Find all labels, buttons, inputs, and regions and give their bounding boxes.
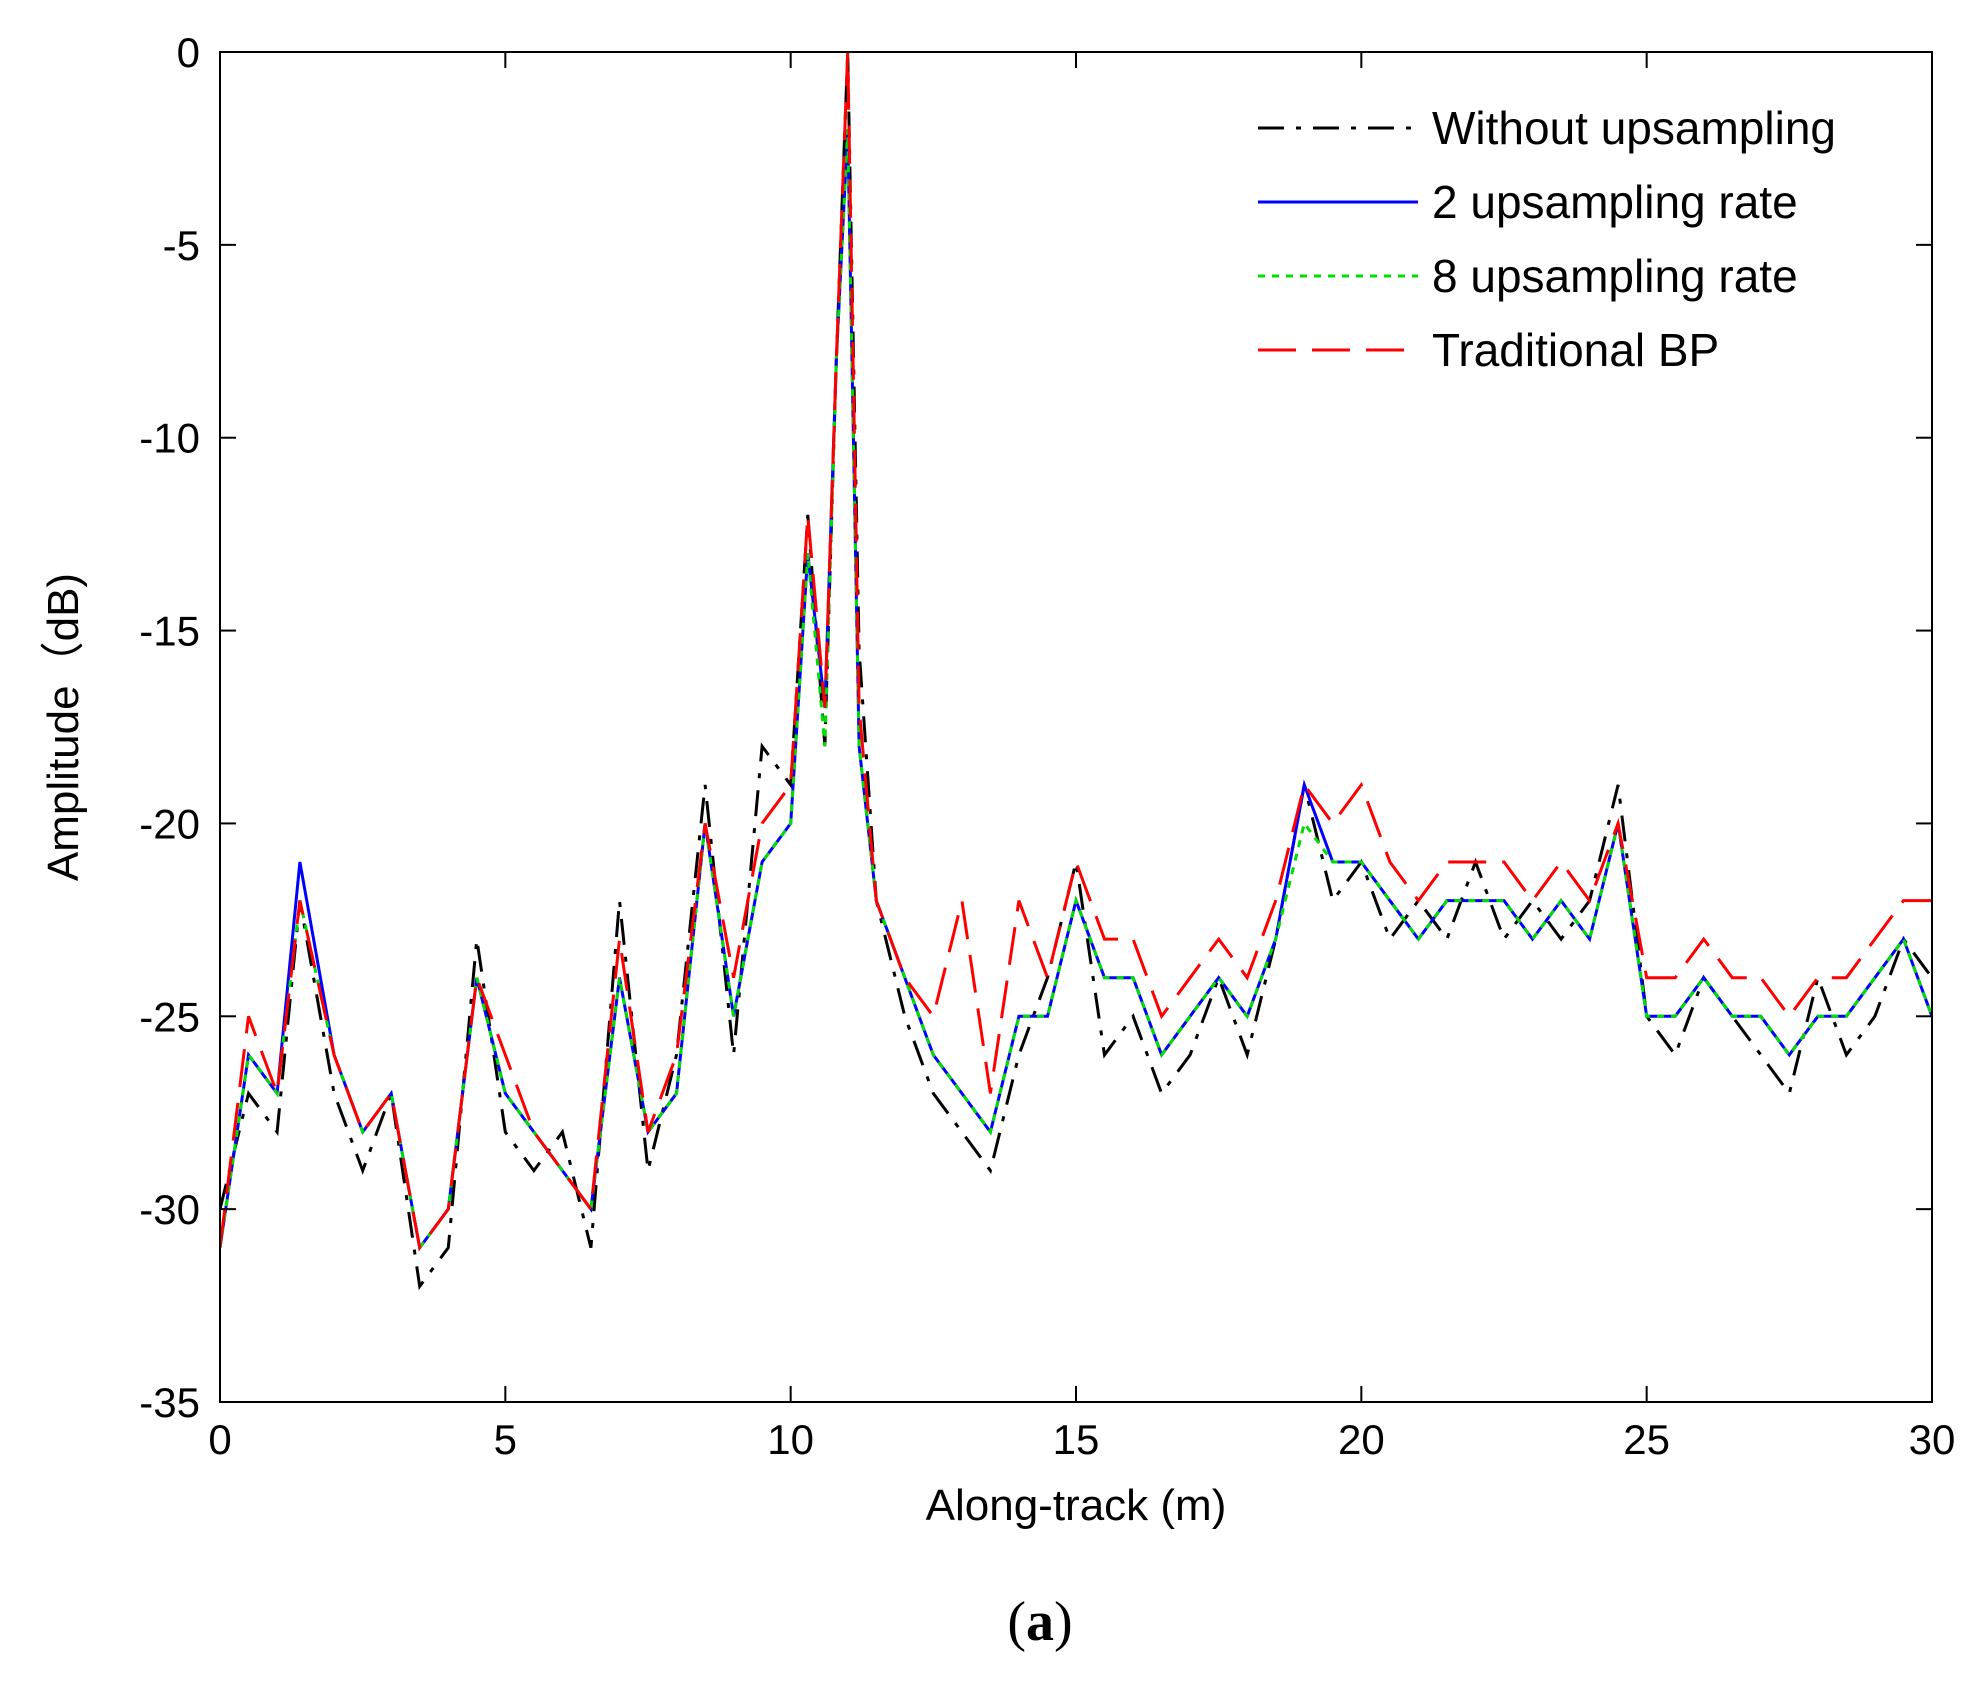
- legend: Without upsampling 2 upsampling rate 8 ups…: [1258, 102, 1836, 376]
- x-tick-label: 5: [494, 1416, 517, 1463]
- y-tick-label: -15: [139, 608, 200, 655]
- caption-open: (: [1007, 1591, 1026, 1653]
- ticks-layer: 0 5 10 15 20 25 30 0 -5 -10 -15 -20 -25 -30 -35: [139, 29, 1955, 1463]
- series-line-1: [220, 52, 1932, 1291]
- caption-close: ): [1054, 1591, 1073, 1653]
- x-tick-label: 20: [1338, 1416, 1385, 1463]
- x-tick-label: 25: [1623, 1416, 1670, 1463]
- y-tick-label: -10: [139, 415, 200, 462]
- series-line-3: [220, 129, 1932, 1252]
- x-axis-label: Along-track (m): [926, 1481, 1227, 1530]
- y-tick-label: 0: [177, 29, 200, 76]
- x-tick-label: 0: [208, 1416, 231, 1463]
- legend-label-3: 8 upsampling rate: [1432, 250, 1798, 302]
- x-tick-label: 30: [1909, 1416, 1956, 1463]
- series-line-4: [220, 52, 1932, 1252]
- data-layer: [220, 52, 1932, 1291]
- x-tick-label: 15: [1053, 1416, 1100, 1463]
- y-tick-label: -30: [139, 1186, 200, 1233]
- y-tick-label: -25: [139, 993, 200, 1040]
- legend-label-4: Traditional BP: [1432, 324, 1719, 376]
- y-tick-label: -35: [139, 1379, 200, 1426]
- x-tick-label: 10: [767, 1416, 814, 1463]
- legend-label-2: 2 upsampling rate: [1432, 176, 1798, 228]
- caption-letter: a: [1026, 1591, 1054, 1653]
- figure-caption: (a): [1007, 1591, 1072, 1653]
- y-axis-label: Amplitude（dB): [39, 573, 88, 881]
- y-tick-label: -20: [139, 800, 200, 847]
- y-tick-label: -5: [163, 222, 200, 269]
- legend-label-1: Without upsampling: [1432, 102, 1836, 154]
